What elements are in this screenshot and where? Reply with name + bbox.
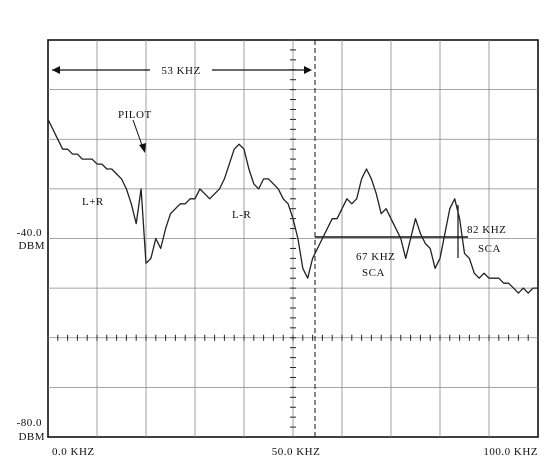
y-tick-label-minus80-value: -80.0 [17, 417, 42, 429]
pilot-label: PILOT [118, 109, 152, 121]
pilot-arrow-head [139, 143, 146, 153]
y-tick-label-minus80-unit: DBM [18, 431, 45, 443]
span-arrow-right [304, 66, 312, 74]
x-tick-label-100: 100.0 KHZ [483, 446, 538, 458]
y-tick-label-minus40-value: -40.0 [17, 227, 42, 239]
x-tick-label-50: 50.0 KHZ [272, 446, 321, 458]
span-arrow-left [52, 66, 60, 74]
sca-82-label-line1: 82 KHZ [467, 224, 506, 236]
sca-67-label-line2: SCA [362, 267, 385, 279]
pilot-arrow-line [132, 119, 144, 149]
spectrum-series-line [47, 119, 538, 294]
span-label: 53 KHZ [161, 65, 200, 77]
l-plus-r-label: L+R [82, 196, 104, 208]
y-tick-label-minus40-unit: DBM [18, 240, 45, 252]
sca-67-label-line1: 67 KHZ [356, 251, 395, 263]
x-tick-label-0: 0.0 KHZ [52, 446, 95, 458]
spectrum-trace [47, 119, 538, 294]
l-minus-r-label: L-R [232, 209, 251, 221]
sca-82-label-line2: SCA [478, 243, 501, 255]
center-tick-marks [47, 39, 539, 438]
